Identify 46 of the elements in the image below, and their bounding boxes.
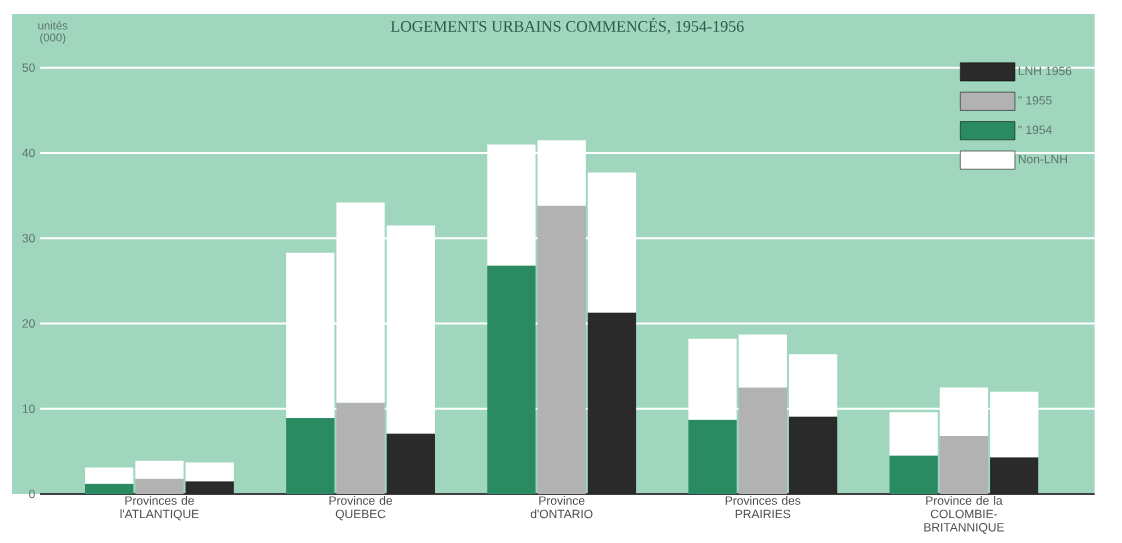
bar bbox=[185, 481, 234, 494]
bar bbox=[286, 418, 335, 494]
y-tick-label: 40 bbox=[22, 148, 35, 158]
bar bbox=[688, 338, 737, 420]
bar bbox=[939, 436, 989, 494]
bar bbox=[336, 402, 385, 494]
x-tick-label: Province de la COLOMBIE-BRITANNIQUE bbox=[924, 496, 1004, 534]
y-tick-label: 30 bbox=[22, 233, 35, 243]
bar bbox=[738, 387, 787, 494]
bar bbox=[788, 416, 838, 494]
bar bbox=[587, 172, 637, 313]
legend-label: " 1955 bbox=[1018, 96, 1052, 105]
bar bbox=[135, 478, 184, 494]
bar bbox=[587, 312, 637, 494]
legend-label: LNH 1956 bbox=[1018, 66, 1072, 76]
bar bbox=[738, 334, 787, 388]
x-tick-label: Province d'ONTARIO bbox=[530, 496, 593, 519]
x-tick-label: Provinces des PRAIRIES bbox=[725, 496, 801, 519]
chart-title: LOGEMENTS URBAINS COMMENCÉS, 1954-1956 bbox=[390, 17, 744, 35]
bar bbox=[990, 457, 1039, 494]
bar bbox=[487, 144, 536, 266]
bar bbox=[889, 455, 938, 494]
bar bbox=[336, 202, 385, 403]
bar bbox=[537, 205, 586, 494]
y-tick-label: 10 bbox=[22, 404, 35, 413]
y-tick-label: 50 bbox=[22, 63, 35, 72]
bar bbox=[537, 140, 586, 206]
bar bbox=[135, 460, 184, 479]
bar bbox=[386, 225, 435, 434]
bar bbox=[788, 354, 838, 417]
bar bbox=[688, 419, 737, 494]
y-tick-label: 20 bbox=[22, 319, 35, 328]
bar bbox=[939, 387, 989, 437]
bar bbox=[386, 433, 435, 494]
y-axis-title: unités (000) bbox=[38, 21, 68, 44]
x-tick-label: Province de QUEBEC bbox=[329, 496, 393, 521]
x-tick-label: Provinces de l'ATLANTIQUE bbox=[120, 496, 199, 521]
bar bbox=[286, 252, 335, 419]
bar bbox=[85, 467, 134, 484]
bar bbox=[487, 265, 536, 494]
bar bbox=[889, 412, 938, 456]
bar bbox=[185, 462, 234, 482]
legend-label: " 1954 bbox=[1018, 125, 1052, 135]
bar bbox=[990, 391, 1039, 458]
legend-label: Non-LNH bbox=[1018, 155, 1067, 164]
bar bbox=[85, 483, 134, 494]
